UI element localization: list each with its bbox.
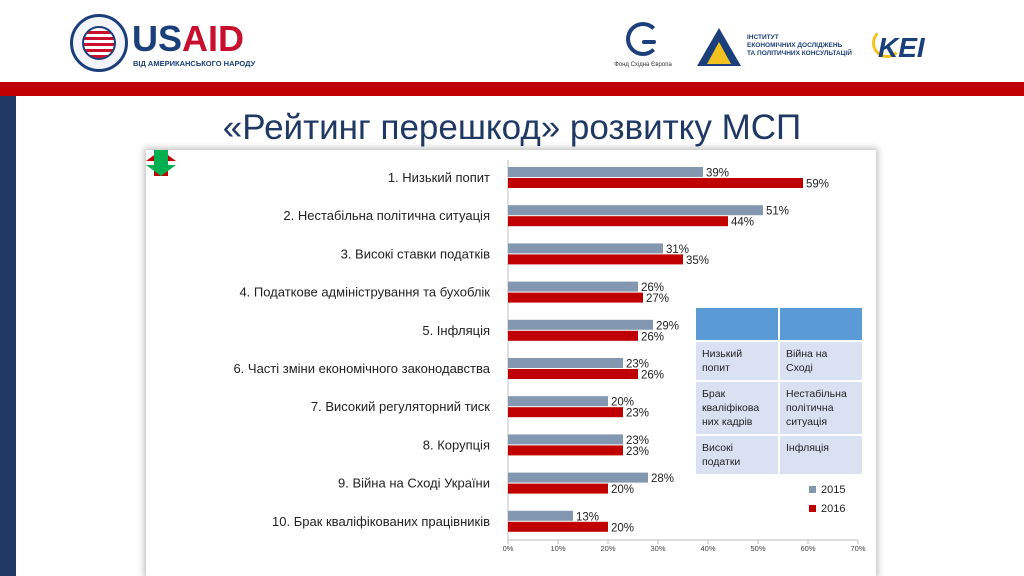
- bar-2016: [508, 292, 643, 303]
- bar-2015: [508, 510, 573, 521]
- bar-2016: [508, 216, 728, 227]
- slide-title: «Рейтинг перешкод» розвитку МСП: [222, 108, 802, 147]
- change-table: Низький попит Війна на Сході Брак кваліф…: [694, 306, 864, 476]
- data-label: 20%: [611, 522, 634, 534]
- table-cell: Брак кваліфікова них кадрів: [696, 382, 778, 434]
- bar-2016: [508, 330, 638, 341]
- bar-2015: [508, 281, 638, 292]
- legend-swatch: [809, 505, 816, 512]
- usaid-seal-icon: [70, 14, 128, 72]
- legend-label: 2016: [821, 503, 845, 515]
- category-label: 6. Часті зміни економічного законодавств…: [233, 361, 490, 376]
- bar-2015: [508, 167, 703, 177]
- x-tick-label: 0%: [503, 544, 514, 553]
- bar-chart: 1. Низький попит 39% 59% 2. Нестабільна пол…: [233, 160, 866, 553]
- table-row: Високі податки Інфляція: [696, 436, 862, 474]
- kei-logo: KEI: [872, 24, 942, 68]
- data-label: 35%: [686, 255, 709, 267]
- bar-2016: [508, 407, 623, 418]
- table-header-row: [696, 308, 862, 340]
- ier-name: ІНСТИТУТ ЕКОНОМІЧНИХ ДОСЛІДЖЕНЬ ТА ПОЛІТ…: [747, 34, 852, 57]
- table-row: Низький попит Війна на Сході: [696, 342, 862, 380]
- table-header-cell: [780, 308, 862, 340]
- bar-2016: [508, 483, 608, 494]
- bar-2016: [508, 178, 803, 188]
- bar-2016: [508, 254, 683, 265]
- data-label: 23%: [626, 435, 649, 447]
- header-red-bar: [0, 82, 1024, 96]
- bar-2016: [508, 521, 608, 532]
- legend-label: 2015: [821, 484, 845, 496]
- bar-2015: [508, 319, 653, 330]
- data-label: 23%: [626, 408, 649, 420]
- fse-caption: Фонд Східна Європа: [614, 62, 672, 68]
- category-label: 3. Високі ставки податків: [341, 246, 490, 261]
- data-label: 20%: [611, 484, 634, 496]
- table-cell: Інфляція: [780, 436, 862, 474]
- data-label: 29%: [656, 320, 679, 332]
- category-label: 4. Податкове адміністрування та бухоблік: [239, 285, 490, 300]
- arrow-down-icon: [146, 150, 176, 176]
- east-europe-foundation-logo: Фонд Східна Європа: [612, 22, 674, 74]
- data-label: 59%: [806, 179, 829, 191]
- x-tick-label: 30%: [650, 544, 665, 553]
- kei-arc-icon: [872, 28, 902, 58]
- chart-panel: 1. Низький попит 39% 59% 2. Нестабільна пол…: [146, 150, 876, 576]
- bar-2015: [508, 396, 608, 407]
- data-label: 51%: [766, 206, 789, 218]
- data-label: 13%: [576, 511, 599, 523]
- data-label: 44%: [731, 217, 754, 229]
- data-label: 31%: [666, 244, 689, 256]
- category-label: 5. Інфляція: [422, 323, 490, 338]
- x-tick-label: 20%: [600, 544, 615, 553]
- data-label: 26%: [641, 331, 664, 343]
- table-cell: Високі податки: [696, 436, 778, 474]
- usaid-tagline: ВІД АМЕРИКАНСЬКОГО НАРОДУ: [133, 59, 256, 68]
- category-label: 1. Низький попит: [388, 170, 490, 185]
- data-label: 26%: [641, 370, 664, 382]
- data-label: 20%: [611, 397, 634, 409]
- table-cell: Нестабільна політична ситуація: [780, 382, 862, 434]
- logo-header: USAID ВІД АМЕРИКАНСЬКОГО НАРОДУ Фонд Схі…: [0, 0, 1024, 82]
- data-label: 39%: [706, 168, 729, 180]
- data-label: 23%: [626, 446, 649, 458]
- bar-2015: [508, 358, 623, 368]
- usaid-logo: USAID ВІД АМЕРИКАНСЬКОГО НАРОДУ: [70, 14, 270, 76]
- legend-swatch: [809, 486, 816, 493]
- usaid-wordmark: USAID: [132, 18, 245, 59]
- data-label: 27%: [646, 293, 669, 305]
- category-label: 9. Війна на Сході України: [338, 476, 490, 491]
- x-tick-label: 50%: [750, 544, 765, 553]
- bar-2016: [508, 369, 638, 379]
- left-accent-bar: [0, 96, 16, 576]
- data-label: 26%: [641, 282, 664, 294]
- data-label: 28%: [651, 473, 674, 485]
- x-tick-label: 40%: [700, 544, 715, 553]
- table-header-cell: [696, 308, 778, 340]
- ier-institute-logo: ІНСТИТУТ ЕКОНОМІЧНИХ ДОСЛІДЖЕНЬ ТА ПОЛІТ…: [697, 28, 867, 70]
- table-row: Брак кваліфікова них кадрів Нестабільна …: [696, 382, 862, 434]
- category-label: 8. Корупція: [423, 437, 490, 452]
- x-tick-label: 10%: [550, 544, 565, 553]
- x-tick-label: 70%: [850, 544, 865, 553]
- bar-2015: [508, 472, 648, 483]
- bar-2016: [508, 445, 623, 456]
- bar-2015: [508, 243, 663, 254]
- table-cell: Низький попит: [696, 342, 778, 380]
- data-label: 23%: [626, 359, 649, 371]
- category-label: 10. Брак кваліфікованих працівників: [272, 514, 490, 529]
- bar-2015: [508, 434, 623, 445]
- bar-2015: [508, 205, 763, 216]
- fse-circle-icon: [626, 22, 660, 56]
- x-tick-label: 60%: [800, 544, 815, 553]
- category-label: 7. Високий регуляторний тиск: [311, 399, 490, 414]
- table-cell: Війна на Сході: [780, 342, 862, 380]
- category-label: 2. Нестабільна політична ситуація: [283, 208, 490, 223]
